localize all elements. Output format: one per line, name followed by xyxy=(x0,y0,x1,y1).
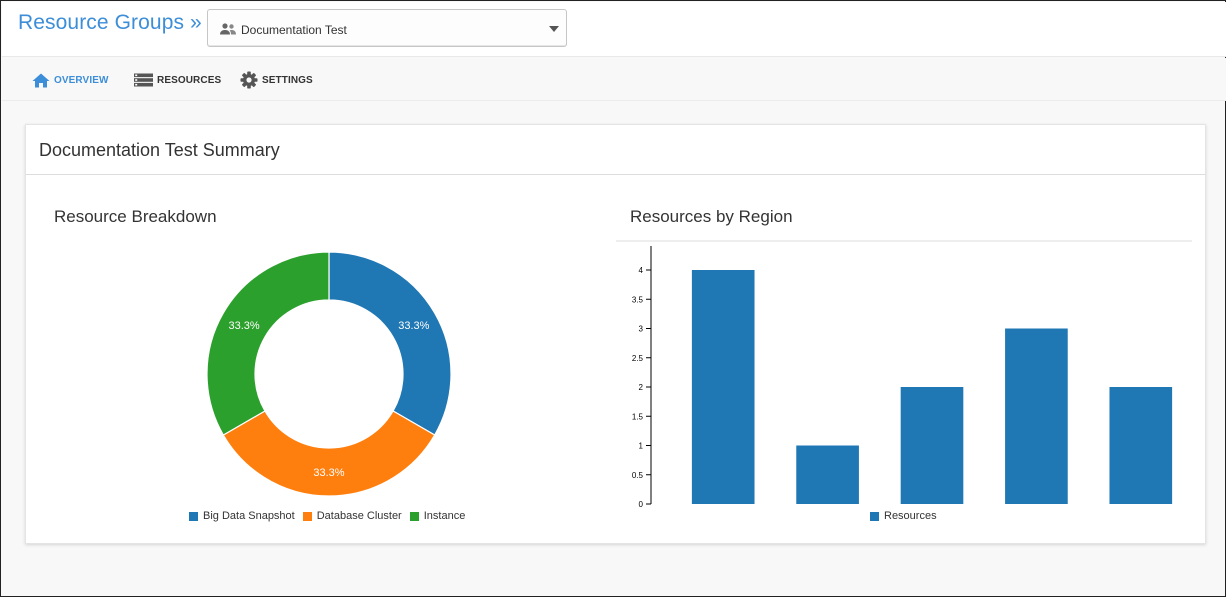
y-tick-label: 0.5 xyxy=(632,471,644,480)
bar-3[interactable] xyxy=(900,387,964,504)
y-tick-label: 2 xyxy=(639,383,644,392)
bar-1[interactable] xyxy=(691,270,755,504)
legend-label: Big Data Snapshot xyxy=(203,510,295,522)
legend-entry-resources[interactable]: Resources xyxy=(870,510,937,522)
legend-swatch xyxy=(302,511,312,521)
bar-chart: 0 0.5 1 1.5 2 2.5 3 3.5 4 xyxy=(616,240,1192,509)
donut-slice-instance[interactable] xyxy=(206,251,330,436)
tab-settings-label: SETTINGS xyxy=(262,74,313,86)
resource-group-select[interactable]: Documentation Test xyxy=(207,9,567,47)
card-divider xyxy=(26,174,1205,175)
summary-card: Documentation Test Summary Resource Brea… xyxy=(25,124,1206,544)
legend-entry-instance[interactable]: Instance xyxy=(409,510,466,522)
legend-label: Resources xyxy=(884,510,937,522)
legend-label: Instance xyxy=(423,510,466,522)
y-tick-label: 3.5 xyxy=(632,295,644,304)
donut-slice-label: 33.3% xyxy=(398,320,429,332)
gear-icon xyxy=(240,71,258,89)
y-tick-label: 1 xyxy=(639,442,644,451)
legend-entry-big-data-snapshot[interactable]: Big Data Snapshot xyxy=(189,510,295,522)
tab-nav: OVERVIEW RESOURCES xyxy=(2,58,1226,101)
people-icon xyxy=(220,23,236,35)
home-icon xyxy=(32,73,50,87)
donut-legend: Big Data Snapshot Database Cluster Instanc… xyxy=(189,510,473,522)
legend-swatch xyxy=(189,511,198,521)
donut-slice-big-data-snapshot[interactable] xyxy=(328,251,452,436)
header: Resource Groups » Documentation Test xyxy=(2,2,1226,57)
y-tick-label: 4 xyxy=(639,266,644,275)
tab-resources[interactable]: RESOURCES xyxy=(134,70,221,90)
donut-chart: 33.3% 33.3% 33.3% xyxy=(206,251,452,497)
donut-slice-label: 33.3% xyxy=(313,467,344,479)
bar-4[interactable] xyxy=(1005,328,1068,505)
donut-slice-database-cluster[interactable] xyxy=(222,410,436,497)
y-tick-label: 1.5 xyxy=(632,412,644,421)
tab-resources-label: RESOURCES xyxy=(157,74,222,86)
legend-label: Database Cluster xyxy=(316,510,402,522)
legend-swatch xyxy=(870,511,879,521)
y-tick-label: 0 xyxy=(639,500,644,509)
resource-group-value: Documentation Test xyxy=(241,23,347,37)
tab-settings[interactable]: SETTINGS xyxy=(240,70,313,90)
tab-overview[interactable]: OVERVIEW xyxy=(32,70,109,90)
legend-swatch xyxy=(409,511,419,521)
breakdown-title: Resource Breakdown xyxy=(54,207,217,226)
list-icon xyxy=(134,73,153,87)
bar-legend: Resources xyxy=(870,510,945,522)
bar-5[interactable] xyxy=(1109,387,1173,504)
legend-entry-database-cluster[interactable]: Database Cluster xyxy=(302,510,402,522)
donut-slice-label: 33.3% xyxy=(229,320,260,332)
tab-overview-label: OVERVIEW xyxy=(54,74,109,86)
summary-title: Documentation Test Summary xyxy=(39,140,280,160)
chevron-down-icon xyxy=(549,26,559,32)
y-tick-label: 2.5 xyxy=(632,354,644,363)
region-title: Resources by Region xyxy=(630,207,793,226)
bar-2[interactable] xyxy=(796,445,859,505)
y-tick-label: 3 xyxy=(639,325,644,334)
brand-title[interactable]: Resource Groups » xyxy=(18,11,202,34)
